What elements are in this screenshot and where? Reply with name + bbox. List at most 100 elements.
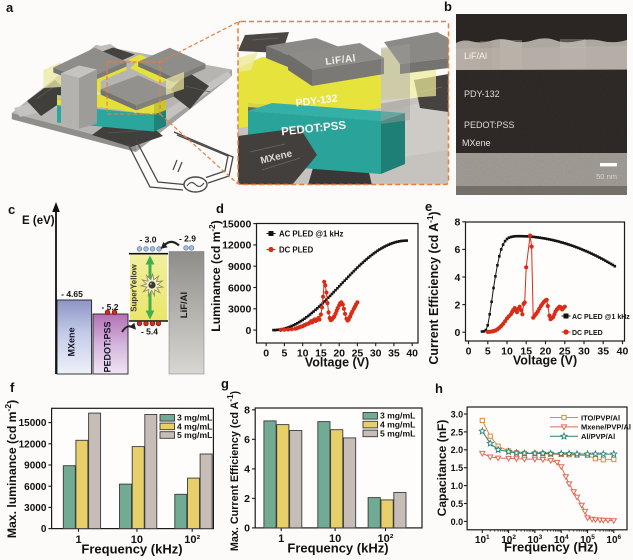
svg-text:- 3.0: - 3.0 [139, 235, 156, 245]
svg-text:PDY-132: PDY-132 [295, 92, 338, 109]
svg-text:1: 1 [278, 533, 284, 545]
svg-text:1: 1 [75, 534, 81, 546]
svg-text:Frequency (kHz): Frequency (kHz) [81, 542, 182, 557]
svg-text:Voltage (V): Voltage (V) [305, 356, 369, 370]
svg-text:12000: 12000 [222, 240, 251, 252]
svg-text:- 5.2: - 5.2 [101, 302, 118, 312]
svg-text:PDY-132: PDY-132 [464, 89, 500, 99]
svg-text:Max. luminance (cd m-2): Max. luminance (cd m-2) [3, 400, 19, 538]
svg-text:Luminance (cd m-2): Luminance (cd m-2) [208, 220, 223, 331]
svg-text:Current Efficiency (cd A-1): Current Efficiency (cd A-1) [426, 211, 441, 364]
svg-text:6: 6 [454, 244, 460, 256]
svg-text:3 mg/mL: 3 mg/mL [177, 413, 212, 423]
svg-text:Capacitance (nF): Capacitance (nF) [435, 420, 449, 517]
svg-text:PEDOT:PSS: PEDOT:PSS [464, 120, 515, 130]
svg-text:25: 25 [559, 346, 571, 358]
svg-text:10: 10 [329, 533, 341, 545]
svg-text:40: 40 [617, 346, 629, 358]
svg-text:c: c [8, 202, 15, 217]
svg-text:1.0: 1.0 [451, 481, 464, 491]
svg-text:15: 15 [315, 348, 327, 360]
svg-text:35: 35 [597, 346, 609, 358]
svg-text:3000: 3000 [24, 503, 47, 514]
svg-text:Frequency (kHz): Frequency (kHz) [287, 541, 388, 556]
svg-text:15: 15 [520, 346, 532, 358]
svg-text:5 mg/mL: 5 mg/mL [177, 430, 212, 440]
svg-text:35: 35 [388, 348, 400, 360]
svg-text:AC PLED @1 kHz: AC PLED @1 kHz [279, 230, 343, 239]
svg-text:2: 2 [454, 299, 460, 311]
svg-text:2.0: 2.0 [451, 445, 464, 455]
svg-text:0: 0 [454, 327, 460, 339]
svg-text:15000: 15000 [19, 418, 47, 429]
svg-text:AC PLED @1 kHz: AC PLED @1 kHz [572, 314, 630, 321]
svg-text:10: 10 [297, 348, 309, 360]
svg-text:3.0: 3.0 [451, 409, 464, 419]
svg-text:Voltage (V): Voltage (V) [513, 354, 577, 368]
svg-text:3 mg/mL: 3 mg/mL [380, 411, 415, 421]
svg-text:Frequency (Hz): Frequency (Hz) [504, 540, 598, 555]
svg-text:Al/PVP/Al: Al/PVP/Al [581, 432, 615, 441]
svg-text:6: 6 [244, 434, 250, 446]
svg-text:LiF/Al: LiF/Al [464, 51, 487, 61]
svg-text:4: 4 [244, 464, 250, 476]
svg-text:h: h [435, 381, 443, 396]
svg-text:E (eV): E (eV) [22, 215, 55, 227]
svg-text:0: 0 [244, 523, 250, 535]
svg-text:0: 0 [466, 346, 472, 358]
svg-text:30: 30 [370, 348, 382, 360]
svg-text:15000: 15000 [222, 218, 251, 230]
svg-text:MXene: MXene [66, 327, 76, 356]
svg-text:10: 10 [131, 534, 143, 546]
svg-text:2: 2 [244, 493, 250, 505]
svg-text:SuperYellow: SuperYellow [130, 263, 139, 311]
svg-text:a: a [6, 0, 14, 15]
svg-text:d: d [216, 201, 224, 216]
svg-text:PEDOT:PSS: PEDOT:PSS [103, 321, 113, 372]
svg-text:20: 20 [540, 346, 552, 358]
svg-text:50 nm: 50 nm [596, 172, 617, 181]
svg-text:Max. Current Efficiency (cd A: Max. Current Efficiency (cd A-1) [226, 390, 241, 551]
svg-text:0.0: 0.0 [451, 517, 464, 527]
svg-text:12000: 12000 [19, 439, 47, 450]
svg-text:0: 0 [41, 524, 47, 535]
svg-text:10²: 10² [184, 534, 200, 546]
svg-text:9000: 9000 [24, 461, 47, 472]
svg-text:b: b [444, 0, 452, 14]
svg-text:6000: 6000 [228, 282, 252, 294]
svg-text:Mxene/PVP/Al: Mxene/PVP/Al [581, 423, 631, 432]
svg-text:0.5: 0.5 [451, 499, 464, 509]
svg-text:8: 8 [244, 405, 250, 417]
svg-text:0: 0 [245, 325, 251, 337]
svg-text:4: 4 [454, 272, 460, 284]
svg-text:6000: 6000 [24, 482, 47, 493]
svg-text:LiF/Al: LiF/Al [325, 53, 357, 68]
svg-text:5: 5 [282, 348, 288, 360]
svg-text:4 mg/mL: 4 mg/mL [380, 420, 415, 430]
svg-text:20: 20 [333, 348, 345, 360]
svg-text:40: 40 [406, 348, 418, 360]
svg-text:10: 10 [501, 346, 513, 358]
svg-text:5: 5 [485, 346, 491, 358]
svg-text:25: 25 [352, 348, 364, 360]
svg-text:DC PLED: DC PLED [572, 330, 603, 337]
svg-text:MXene: MXene [462, 138, 491, 148]
svg-text:8: 8 [454, 217, 460, 229]
svg-text:- 2.9: - 2.9 [179, 234, 196, 244]
svg-text:4 mg/mL: 4 mg/mL [177, 421, 212, 431]
svg-text:10²: 10² [378, 533, 394, 545]
svg-text:LiF/Al: LiF/Al [179, 292, 190, 318]
svg-text:30: 30 [578, 346, 590, 358]
svg-text:- 4.65: - 4.65 [61, 289, 83, 299]
svg-text:3000: 3000 [228, 304, 252, 316]
svg-text:g: g [221, 376, 229, 391]
svg-text:- 5.4: - 5.4 [141, 327, 158, 337]
svg-text:1.5: 1.5 [451, 463, 464, 473]
svg-text:5 mg/mL: 5 mg/mL [380, 428, 415, 438]
svg-text:9000: 9000 [228, 261, 252, 273]
svg-text:DC PLED: DC PLED [279, 246, 314, 255]
svg-text:2.5: 2.5 [451, 427, 464, 437]
svg-text:e: e [425, 199, 432, 214]
svg-text:ITO/PVP/Al: ITO/PVP/Al [581, 413, 620, 422]
svg-text:0: 0 [263, 348, 269, 360]
